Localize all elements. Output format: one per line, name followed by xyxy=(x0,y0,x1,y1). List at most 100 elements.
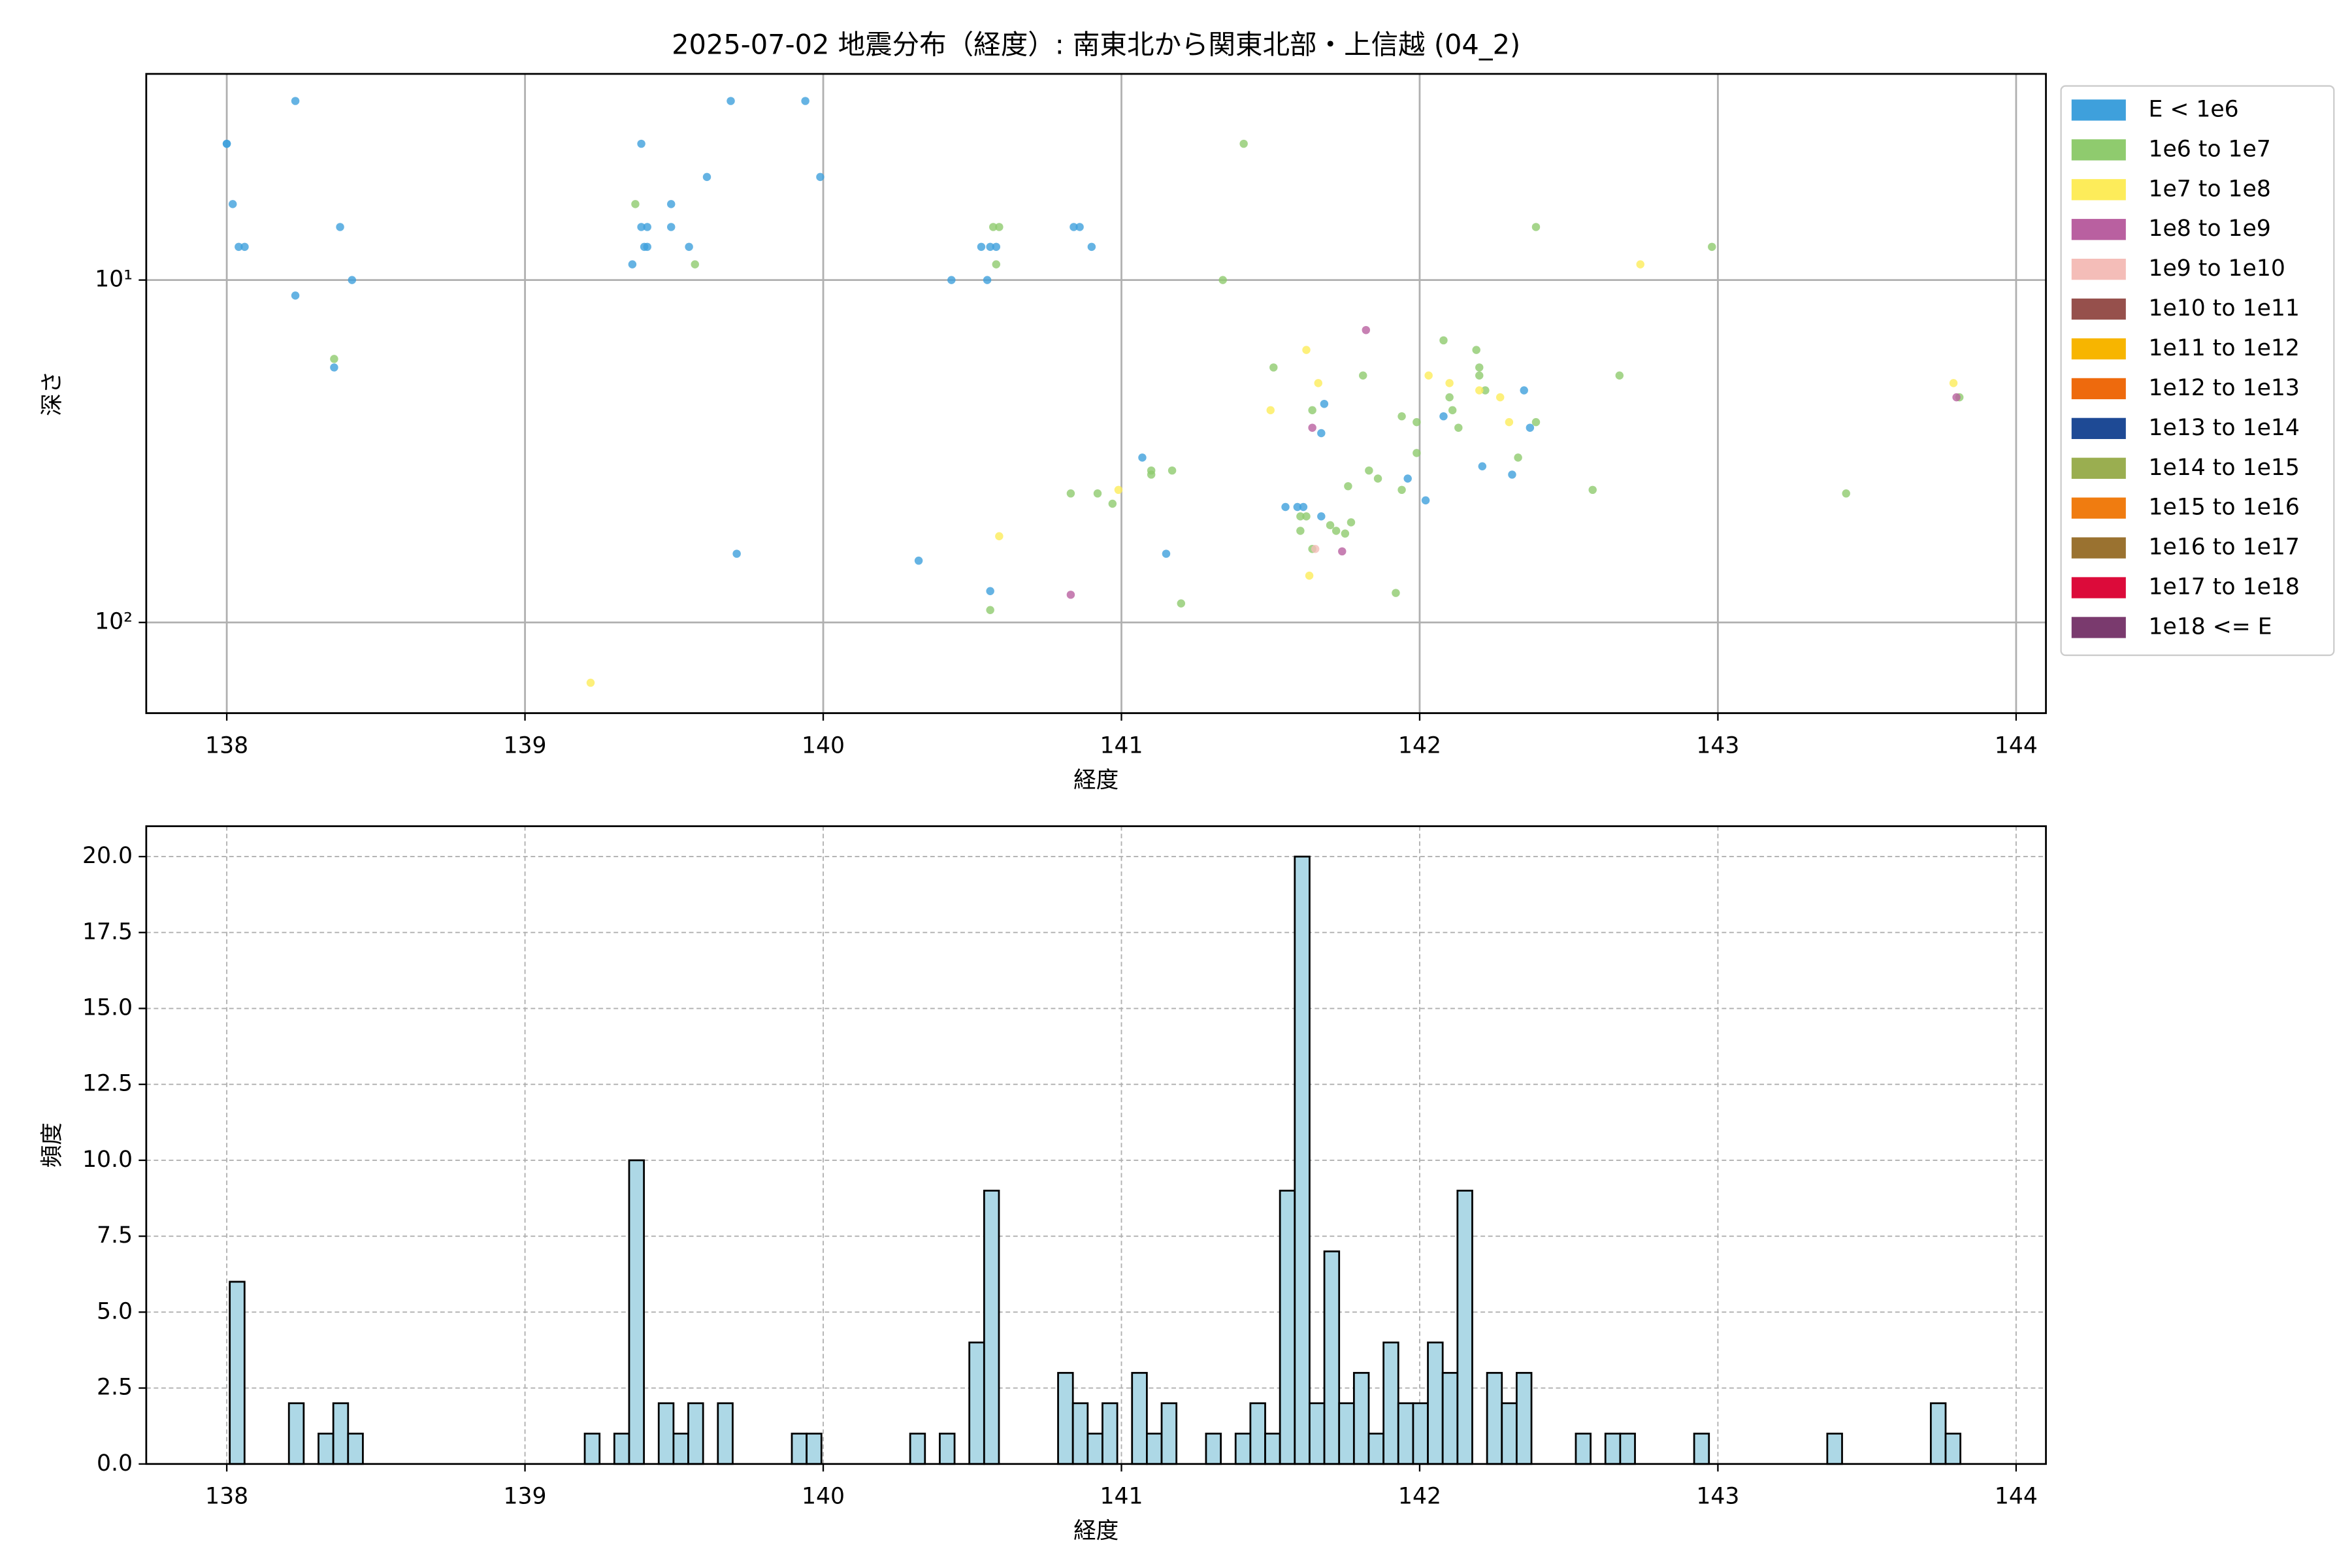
histogram-bar xyxy=(1205,1432,1222,1465)
scatter-point xyxy=(1344,482,1352,491)
legend-swatch xyxy=(2071,617,2126,638)
x-tick-label: 140 xyxy=(802,732,845,759)
legend-label: 1e18 <= E xyxy=(2148,613,2272,640)
histogram-bar xyxy=(657,1402,675,1465)
legend-label: 1e12 to 1e13 xyxy=(2148,375,2299,401)
x-axis-label: 経度 xyxy=(1073,1518,1119,1544)
scatter-point xyxy=(1842,489,1850,498)
legend-swatch xyxy=(2071,179,2126,201)
x-axis-label: 経度 xyxy=(1073,767,1119,793)
y-tick-label: 20.0 xyxy=(82,843,133,869)
legend-label: 1e14 to 1e15 xyxy=(2148,455,2299,481)
histogram-bar xyxy=(1057,1371,1074,1465)
scatter-point xyxy=(1093,489,1102,498)
x-tick-label: 138 xyxy=(205,732,248,759)
scatter-point xyxy=(336,223,344,231)
legend-label: 1e17 to 1e18 xyxy=(2148,574,2299,600)
scatter-point xyxy=(1526,423,1535,432)
scatter-point xyxy=(1302,346,1311,354)
x-tick-label: 142 xyxy=(1398,1484,1441,1510)
histogram-bar xyxy=(672,1432,689,1465)
scatter-point xyxy=(1421,496,1430,505)
y-tick-label: 10² xyxy=(95,609,133,635)
histogram-bar xyxy=(1441,1371,1459,1465)
scatter-point xyxy=(1066,591,1075,599)
scatter-point xyxy=(1520,386,1528,395)
histogram-bar xyxy=(1456,1190,1473,1465)
scatter-point xyxy=(628,260,637,269)
y-tick-label: 12.5 xyxy=(82,1071,133,1097)
y-axis-label: 深さ xyxy=(39,371,65,416)
scatter-point xyxy=(1302,512,1311,521)
scatter-point xyxy=(1531,417,1541,427)
scatter-point xyxy=(1481,386,1490,395)
scatter-point xyxy=(1413,417,1421,427)
scatter-point xyxy=(228,200,237,208)
scatter-point xyxy=(914,556,923,565)
scatter-point xyxy=(1358,371,1367,380)
scatter-point xyxy=(685,242,693,252)
scatter-point xyxy=(1373,474,1382,483)
histogram-bar xyxy=(1071,1402,1089,1465)
scatter-point xyxy=(1615,371,1624,380)
histogram-bar xyxy=(909,1432,926,1465)
y-axis-label: 頻度 xyxy=(39,1122,65,1168)
scatter-point xyxy=(1397,485,1406,495)
histogram-bar xyxy=(1086,1432,1103,1465)
x-tick-label: 141 xyxy=(1100,732,1143,759)
scatter-point xyxy=(983,276,992,284)
scatter-point xyxy=(732,549,741,558)
scatter-point xyxy=(637,139,645,148)
plot-frame xyxy=(145,73,2047,714)
scatter-point xyxy=(1475,386,1484,395)
scatter-point xyxy=(1281,502,1290,512)
legend-label: 1e6 to 1e7 xyxy=(2148,136,2270,162)
histogram-bar xyxy=(1279,1190,1296,1465)
scatter-point xyxy=(691,260,699,269)
legend-swatch xyxy=(2071,378,2126,400)
legend-swatch xyxy=(2071,298,2126,320)
histogram-bar xyxy=(1604,1432,1622,1465)
histogram-bar xyxy=(968,1341,985,1465)
scatter-point xyxy=(801,97,809,105)
scatter-point xyxy=(1514,453,1522,462)
scatter-point xyxy=(1424,371,1433,380)
scatter-point xyxy=(1108,499,1117,508)
scatter-point xyxy=(291,97,300,105)
scatter-point xyxy=(1403,474,1412,483)
scatter-point xyxy=(1472,346,1480,354)
histogram-bar xyxy=(1323,1250,1341,1465)
scatter-point xyxy=(240,242,249,252)
scatter-point xyxy=(1087,242,1096,252)
scatter-point xyxy=(1311,545,1320,553)
scatter-point xyxy=(1075,223,1084,231)
scatter-point xyxy=(1317,512,1326,521)
scatter-point xyxy=(643,223,651,231)
histogram-bar xyxy=(939,1432,956,1465)
scatter-point xyxy=(348,276,357,284)
scatter-point xyxy=(1413,449,1421,457)
scatter-point xyxy=(1508,470,1516,479)
histogram-bar xyxy=(1145,1432,1163,1465)
y-tick-label: 7.5 xyxy=(97,1222,133,1249)
scatter-point xyxy=(1445,379,1454,387)
legend-label: E < 1e6 xyxy=(2148,96,2238,122)
x-tick-label: 142 xyxy=(1398,732,1441,759)
scatter-point xyxy=(1636,260,1644,269)
scatter-point xyxy=(947,276,956,284)
scatter-point xyxy=(1168,466,1177,475)
scatter-point xyxy=(1338,547,1347,556)
legend-swatch xyxy=(2071,219,2126,240)
histogram-bar xyxy=(318,1432,335,1465)
histogram-bar xyxy=(1693,1432,1710,1465)
scatter-point xyxy=(1362,325,1371,335)
x-tick-label: 141 xyxy=(1100,1484,1143,1510)
scatter-point xyxy=(1347,518,1356,527)
scatter-point xyxy=(330,355,338,363)
scatter-point xyxy=(1952,393,1961,402)
histogram-bar xyxy=(1501,1402,1518,1465)
scatter-point xyxy=(1341,529,1350,538)
scatter-point xyxy=(977,242,986,252)
histogram-bar xyxy=(1352,1371,1370,1465)
scatter-point xyxy=(666,200,676,208)
